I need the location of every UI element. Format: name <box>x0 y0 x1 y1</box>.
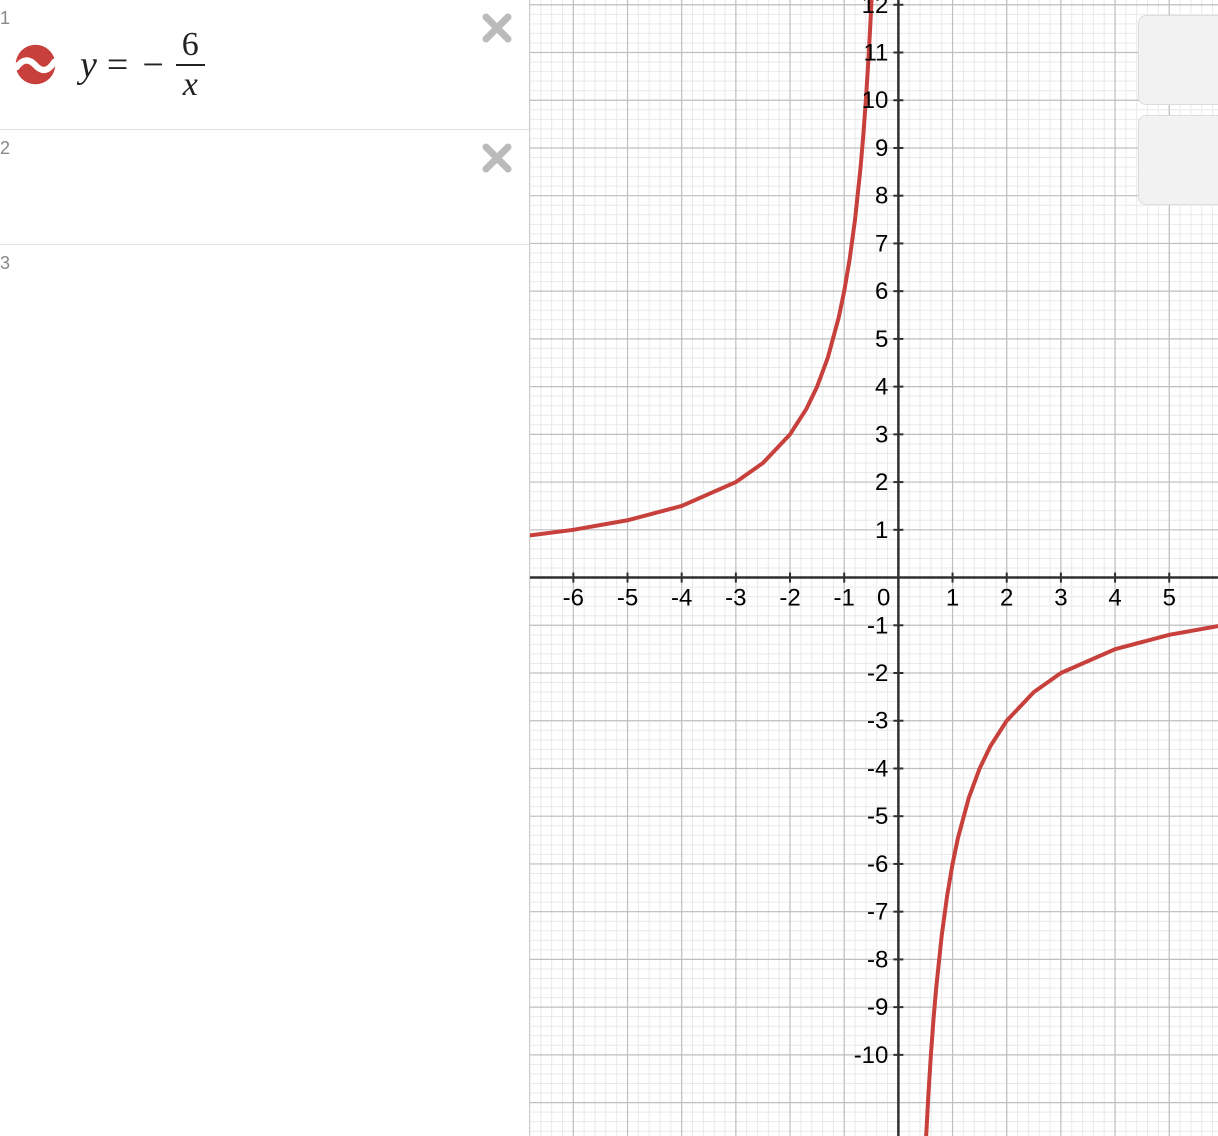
row-index: 3 <box>0 245 10 274</box>
expr-fraction: 6 x <box>176 26 205 103</box>
svg-text:-10: -10 <box>854 1042 889 1069</box>
expr-eq: = <box>107 43 128 87</box>
svg-text:7: 7 <box>875 230 888 257</box>
expr-numerator: 6 <box>176 26 205 65</box>
svg-text:-6: -6 <box>867 851 888 878</box>
expression-color-icon[interactable] <box>10 42 60 87</box>
row-index: 1 <box>0 0 10 29</box>
expression-row[interactable]: 3 <box>0 245 529 305</box>
svg-text:-2: -2 <box>779 585 800 612</box>
svg-text:9: 9 <box>875 135 888 162</box>
svg-text:-3: -3 <box>725 585 746 612</box>
svg-text:4: 4 <box>1108 585 1121 612</box>
row-index: 2 <box>0 130 10 159</box>
svg-text:-6: -6 <box>563 585 584 612</box>
expression-row[interactable]: 2 <box>0 130 529 245</box>
svg-text:-5: -5 <box>617 585 638 612</box>
svg-text:0: 0 <box>877 585 890 612</box>
close-icon[interactable] <box>480 10 514 52</box>
svg-text:1: 1 <box>946 585 959 612</box>
svg-text:-5: -5 <box>867 803 888 830</box>
expr-denominator: x <box>177 66 204 103</box>
svg-text:11: 11 <box>863 40 888 67</box>
app-root: 1 y = − 6 x <box>0 0 1218 1136</box>
expression-list: 1 y = − 6 x <box>0 0 530 1136</box>
svg-text:6: 6 <box>875 278 888 305</box>
expression-row[interactable]: 1 y = − 6 x <box>0 0 529 130</box>
graph-viewport[interactable]: -6-5-4-3-2-1012345-10-9-8-7-6-5-4-3-2-11… <box>530 0 1218 1136</box>
svg-text:4: 4 <box>875 374 888 401</box>
home-button[interactable] <box>1138 115 1218 205</box>
close-icon[interactable] <box>480 140 514 182</box>
expression-content[interactable]: y = − 6 x <box>60 26 529 103</box>
svg-text:5: 5 <box>875 326 888 353</box>
svg-text:-9: -9 <box>867 994 888 1021</box>
svg-text:8: 8 <box>875 183 888 210</box>
svg-text:12: 12 <box>862 0 889 19</box>
graph-canvas[interactable]: -6-5-4-3-2-1012345-10-9-8-7-6-5-4-3-2-11… <box>530 0 1218 1136</box>
svg-text:10: 10 <box>862 87 889 114</box>
svg-text:-4: -4 <box>671 585 692 612</box>
svg-text:3: 3 <box>1054 585 1067 612</box>
graph-side-controls <box>1138 15 1218 205</box>
svg-text:-2: -2 <box>867 660 888 687</box>
zoom-button[interactable] <box>1138 15 1218 105</box>
svg-text:-1: -1 <box>834 585 855 612</box>
svg-text:2: 2 <box>1000 585 1013 612</box>
expr-lhs: y <box>80 43 97 87</box>
svg-text:2: 2 <box>875 469 888 496</box>
svg-text:1: 1 <box>875 517 888 544</box>
svg-text:-3: -3 <box>867 708 888 735</box>
svg-text:-7: -7 <box>867 899 888 926</box>
svg-text:5: 5 <box>1163 585 1176 612</box>
svg-text:-1: -1 <box>867 612 888 639</box>
svg-text:-8: -8 <box>867 946 888 973</box>
expr-sign: − <box>142 43 163 87</box>
svg-text:-4: -4 <box>867 755 888 782</box>
swirl-icon <box>13 42 58 87</box>
svg-text:3: 3 <box>875 421 888 448</box>
